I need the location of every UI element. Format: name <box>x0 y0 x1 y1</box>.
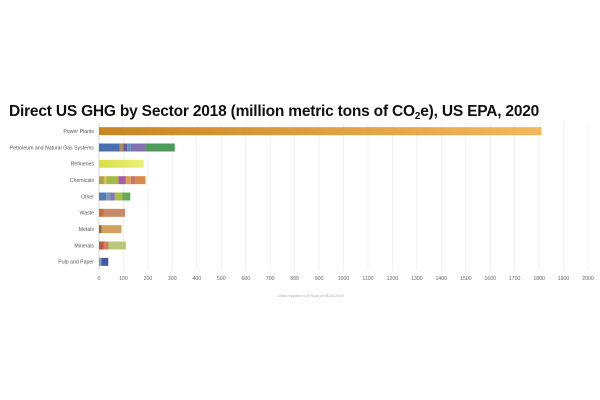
x-tick-label: 1600 <box>484 276 496 282</box>
x-tick-label: 600 <box>241 276 250 282</box>
bar-segment <box>106 192 111 201</box>
bar-segment <box>135 176 146 185</box>
bar-segment <box>145 143 175 152</box>
category-labels: Power Plants Petroleum and Natural Gas Sy… <box>10 129 95 266</box>
x-tick-label: 2000 <box>582 276 594 282</box>
category-label: Other <box>81 194 94 200</box>
x-tick-label: 1400 <box>436 276 448 282</box>
bar-segment <box>108 241 126 250</box>
bar-segment <box>114 192 123 201</box>
x-tick-label: 1700 <box>509 276 521 282</box>
bar-segment <box>125 176 131 185</box>
bar-segment <box>99 127 542 136</box>
bar-segment <box>99 159 144 168</box>
chart-title-subscript: 2 <box>414 111 421 122</box>
x-tick-label: 500 <box>217 276 226 282</box>
chart-title-tail: e), US EPA, 2020 <box>420 103 540 120</box>
x-tick-label: 100 <box>119 276 128 282</box>
x-tick-label: 700 <box>266 276 275 282</box>
bar-segment <box>99 241 104 250</box>
x-tick-label: 1300 <box>411 276 423 282</box>
x-tick-label: 1500 <box>460 276 472 282</box>
category-label: Power Plants <box>63 129 94 135</box>
bar-segment <box>122 192 131 201</box>
category-label: Refineries <box>71 162 95 168</box>
bar-segment <box>99 176 104 185</box>
bar-segment <box>123 143 128 152</box>
bar-segment <box>119 143 124 152</box>
bar-segment <box>101 257 109 266</box>
bar-segment <box>99 225 102 234</box>
bar-segment <box>99 143 120 152</box>
bar-segment <box>106 176 119 185</box>
bar-segment <box>130 176 136 185</box>
category-label: Waste <box>79 211 94 217</box>
bar-segment <box>99 257 102 266</box>
bars <box>99 127 542 266</box>
category-label: Chemicals <box>70 178 95 184</box>
chart-title: Direct US GHG by Sector 2018 (million me… <box>9 103 539 122</box>
x-tick-label: 200 <box>144 276 153 282</box>
bar-segment <box>127 143 131 152</box>
bar-segment <box>103 241 109 250</box>
bar-segment <box>103 208 126 217</box>
bar-segment <box>130 143 146 152</box>
x-tick-label: 1000 <box>338 276 350 282</box>
x-tick-label: 300 <box>168 276 177 282</box>
footnote: Data reported to EPA as of 08-04-2019 <box>278 294 343 298</box>
category-label: Metals <box>79 227 95 233</box>
x-tick-label: 1800 <box>533 276 545 282</box>
category-label: Petroleum and Natural Gas Systems <box>10 145 95 151</box>
bar-segment <box>103 176 107 185</box>
x-tick-label: 900 <box>315 276 324 282</box>
category-label: Minerals <box>74 243 94 249</box>
x-tick-label: 400 <box>192 276 201 282</box>
x-tick-label: 1100 <box>362 276 373 282</box>
category-label: Pulp and Paper <box>58 260 94 266</box>
x-tick-label: 0 <box>98 276 101 282</box>
x-tick-label: 1200 <box>387 276 399 282</box>
x-tick-labels: 0 100 200 300 400 500 600 700 800 900 1000 1100 1200… <box>98 276 594 282</box>
x-tick-label: 800 <box>290 276 299 282</box>
bar-segment <box>99 192 107 201</box>
bar-segment <box>101 225 122 234</box>
bar-segment <box>118 176 126 185</box>
bar-segment <box>99 208 104 217</box>
chart-title-main: Direct US GHG by Sector 2018 (million me… <box>9 103 415 120</box>
bar-segment <box>110 192 115 201</box>
x-tick-label: 1900 <box>558 276 570 282</box>
